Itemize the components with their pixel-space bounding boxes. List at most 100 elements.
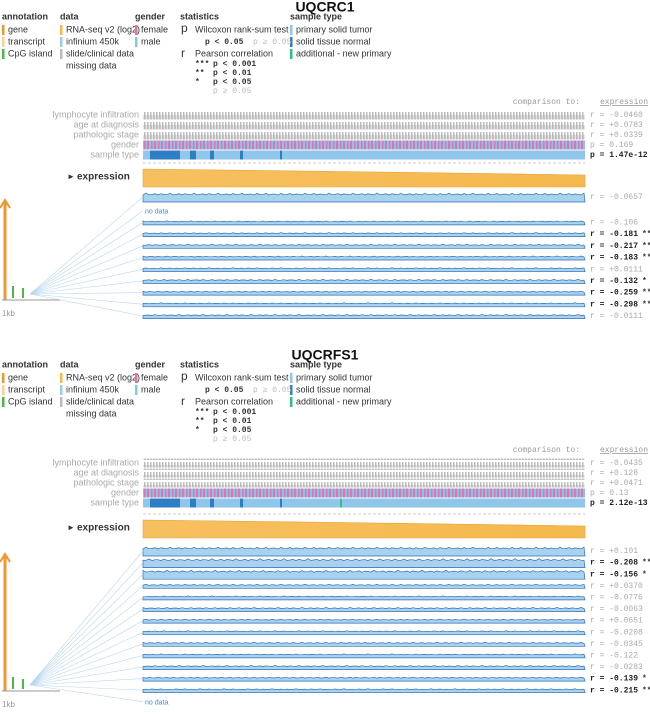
legend-item: female [141, 24, 168, 34]
row-label: pathologic stage [73, 129, 139, 139]
stat-value: r = -0.0657 [590, 193, 643, 202]
no-data: no data [145, 700, 168, 707]
stat-value: r = -0.0460 [590, 111, 643, 120]
methylation-track [142, 595, 586, 601]
row-label: sample type [90, 149, 139, 159]
legend-swatch [2, 25, 5, 35]
stat-value: r = -0.0283 [590, 663, 643, 672]
stat-value: r = -0.0776 [590, 594, 643, 603]
clinical-track [143, 458, 585, 468]
connector [29, 550, 144, 686]
panel-title: UQCRC1 [295, 0, 354, 15]
stat-stars: *** [642, 289, 650, 298]
legend-item: infinium 450k [66, 36, 120, 46]
comparison-label: comparison to: [513, 446, 580, 455]
stat-value: r = -0.181 [590, 230, 638, 239]
stat-value: r = -0.183 [590, 254, 638, 263]
stat-value: r = -0.132 [590, 277, 638, 286]
stat-value: r = -0.298 [590, 300, 638, 309]
clinical-track [143, 468, 585, 478]
stat-value: r = -0.217 [590, 242, 638, 251]
legend-swatch [2, 385, 5, 395]
methylation-track [142, 546, 586, 557]
methylation-track [142, 653, 586, 659]
row-label: lymphocyte infiltration [52, 457, 139, 467]
legend-heading: data [60, 359, 80, 369]
scale-label: 1kb [2, 700, 15, 709]
methylation-track [142, 267, 586, 273]
row-label: lymphocyte infiltration [52, 109, 139, 119]
legend-heading: statistics [180, 11, 219, 21]
legend-swatch [290, 385, 293, 395]
stat-stars: *** [642, 242, 650, 251]
methylation-track [142, 688, 586, 694]
methylation-track [142, 192, 586, 203]
connector [29, 620, 144, 686]
connector [29, 678, 144, 686]
legend-item: slide/clinical data [66, 396, 134, 406]
cpg [22, 679, 24, 689]
expression-arrow: ► [67, 523, 75, 532]
legend-item: RNA-seq v2 (log2) [66, 24, 140, 34]
connector [29, 196, 144, 295]
stat-value: p = 0.13 [590, 489, 629, 498]
connector [29, 597, 144, 686]
stat-value: r = -0.122 [590, 652, 638, 661]
sample-block [280, 498, 282, 508]
stat-stars: * [642, 277, 647, 286]
connector [29, 666, 144, 686]
methylation-track [142, 630, 586, 636]
legend-item: additional - new primary [296, 48, 392, 58]
legend-item: missing data [66, 408, 117, 418]
legend-swatch [60, 37, 63, 47]
gene-arrow [0, 198, 11, 209]
methylation-track [142, 569, 586, 580]
stat-value: r = +0.0471 [590, 479, 643, 488]
legend-stars: ** [195, 417, 205, 426]
connector [29, 268, 144, 295]
legend-item: infinium 450k [66, 384, 120, 394]
sample-block [150, 498, 180, 508]
stat-value: p = 1.47e-12 [590, 151, 648, 160]
panel-title: UQCRFS1 [292, 347, 359, 363]
cpg [22, 288, 24, 298]
stat-stars: *** [642, 686, 650, 695]
connector [29, 245, 144, 295]
legend-heading: data [60, 11, 80, 21]
row-label: gender [111, 139, 139, 149]
connector [29, 293, 144, 317]
legend-item: solid tissue normal [296, 384, 371, 394]
sample-block [340, 498, 342, 508]
stat-value: r = +0.0651 [590, 617, 643, 626]
legend-item: transcript [8, 384, 46, 394]
legend-item: p ≥ 0.05 [213, 435, 252, 444]
expression-area [142, 519, 586, 539]
clinical-track [143, 498, 585, 508]
connector [29, 585, 144, 686]
stat-value: r = +0.128 [590, 469, 638, 478]
legend-item: male [141, 384, 161, 394]
legend-stars: *** [195, 408, 209, 417]
methylation-track [142, 665, 586, 670]
stat-stars: * [642, 570, 647, 579]
expression-label: expression [77, 172, 130, 183]
legend-stars: ** [195, 69, 205, 78]
comparison-label: comparison to: [513, 98, 580, 107]
legend-item: Pearson correlation [195, 48, 273, 58]
stat-symbol: r [181, 46, 185, 60]
connector [29, 233, 144, 295]
row-label: sample type [90, 497, 139, 507]
stat-value: r = -0.215 [590, 686, 638, 695]
legend-swatch [135, 373, 138, 383]
expression-label: expression [77, 523, 130, 534]
sample-block [190, 150, 196, 160]
stat-value: r = -0.156 [590, 570, 638, 579]
connector [29, 608, 144, 686]
sample-block [240, 498, 243, 508]
legend-item: p ≥ 0.05 [253, 38, 292, 47]
legend-swatch [60, 25, 63, 35]
no-data: no data [145, 209, 168, 216]
legend-item: primary solid tumor [296, 372, 373, 382]
stat-value: r = -0.0345 [590, 640, 643, 649]
stat-value: r = -0.0063 [590, 605, 643, 614]
